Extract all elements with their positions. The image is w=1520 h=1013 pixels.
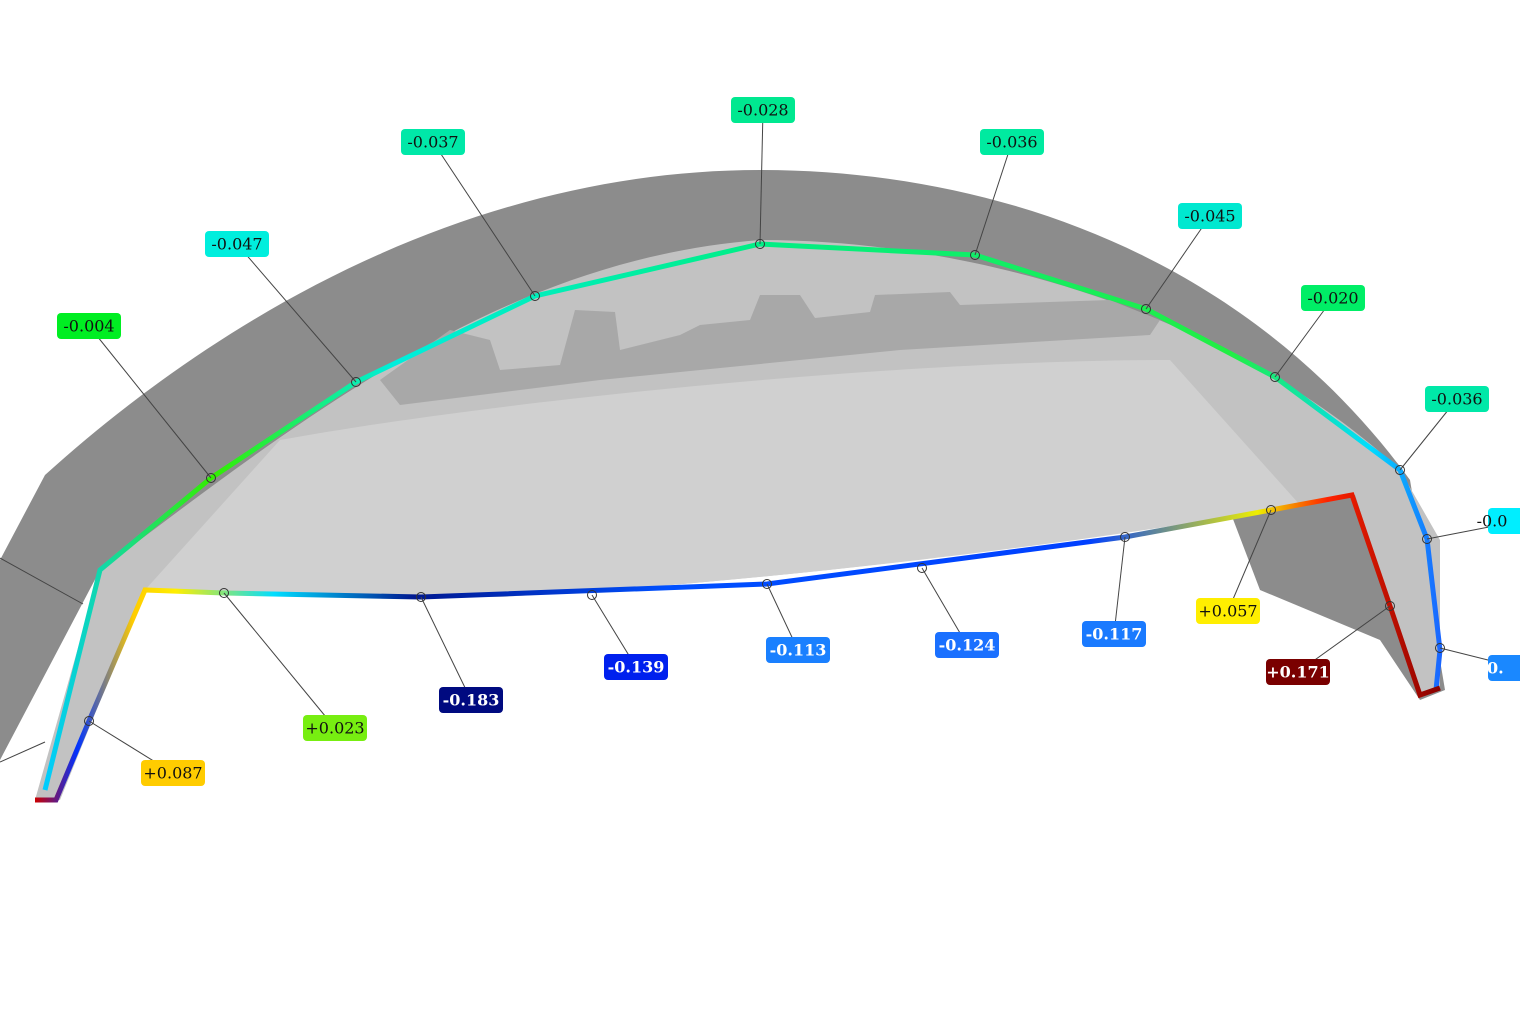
label-box xyxy=(1425,386,1489,412)
label-box xyxy=(766,637,830,663)
leader-line xyxy=(1145,215,1211,310)
probe-point xyxy=(1120,532,1130,542)
deviation-label: -0. xyxy=(1480,659,1503,678)
deviation-label: +0.023 xyxy=(305,719,364,738)
leader-line xyxy=(223,592,336,729)
probe-point xyxy=(206,473,216,483)
leader-line xyxy=(0,557,84,605)
label-box xyxy=(1488,508,1520,534)
leader-line xyxy=(974,141,1013,256)
probe-point xyxy=(219,588,229,598)
label-box xyxy=(1301,285,1365,311)
label-box xyxy=(1178,203,1242,229)
deviation-label: -0.124 xyxy=(939,636,996,655)
deviation-label: +0.057 xyxy=(1198,602,1257,621)
leader-line xyxy=(1113,536,1126,635)
deviation-label: -0.045 xyxy=(1184,207,1235,226)
label-box xyxy=(57,313,121,339)
deviation-label: -0.020 xyxy=(1307,289,1358,308)
probe-point xyxy=(970,250,980,260)
leader-line xyxy=(432,141,536,297)
labels: -0.004 -0.047 -0.037 -0.028 -0.036 -0.045 -0.0… xyxy=(57,97,1520,786)
probe-point xyxy=(530,291,540,301)
label-box xyxy=(1266,659,1330,685)
deviation-label: -0.047 xyxy=(211,235,262,254)
deviation-label: +0.171 xyxy=(1266,663,1330,682)
leader-line xyxy=(759,109,764,245)
leader-line xyxy=(236,243,357,383)
leader-line xyxy=(1274,297,1334,378)
deviation-label: -0.036 xyxy=(1431,390,1482,409)
deviation-label: -0.117 xyxy=(1086,625,1143,644)
label-box xyxy=(439,687,503,713)
deviation-label: -0.113 xyxy=(770,641,827,660)
probe-point xyxy=(1422,534,1432,544)
label-box xyxy=(731,97,795,123)
probe-point xyxy=(1395,465,1405,475)
probe-point xyxy=(1385,601,1395,611)
label-box xyxy=(1488,655,1520,681)
probe-point xyxy=(762,579,772,589)
label-box xyxy=(935,632,999,658)
probe-point xyxy=(416,592,426,602)
probe-point xyxy=(84,716,94,726)
probe-point xyxy=(587,590,597,600)
probe-point xyxy=(917,563,927,573)
deviation-label: -0.036 xyxy=(986,133,1037,152)
leader-line xyxy=(88,325,212,479)
probe-point xyxy=(1141,304,1151,314)
deviation-label: -0.028 xyxy=(737,101,788,120)
label-box xyxy=(303,715,367,741)
probe-point xyxy=(1266,505,1276,515)
probe-point xyxy=(1270,372,1280,382)
label-box xyxy=(1196,598,1260,624)
leader-line xyxy=(0,741,46,763)
deviation-label: -0.004 xyxy=(63,317,114,336)
ridge xyxy=(380,292,1160,405)
deviation-label: -0.183 xyxy=(443,691,500,710)
deviation-label: -0.139 xyxy=(608,658,665,677)
deviation-label: -0.0 xyxy=(1477,512,1508,531)
label-box xyxy=(980,129,1044,155)
label-box xyxy=(401,129,465,155)
label-box xyxy=(205,231,269,257)
probe-point xyxy=(1435,643,1445,653)
inner-floor xyxy=(145,360,1300,597)
label-box xyxy=(604,654,668,680)
leader-line xyxy=(1227,509,1272,612)
deviation-label: +0.087 xyxy=(143,764,202,783)
leader-line xyxy=(420,596,472,701)
probe-point xyxy=(755,239,765,249)
label-box xyxy=(141,760,205,786)
deviation-label: -0.037 xyxy=(407,133,458,152)
label-box xyxy=(1082,621,1146,647)
probe-point xyxy=(351,377,361,387)
